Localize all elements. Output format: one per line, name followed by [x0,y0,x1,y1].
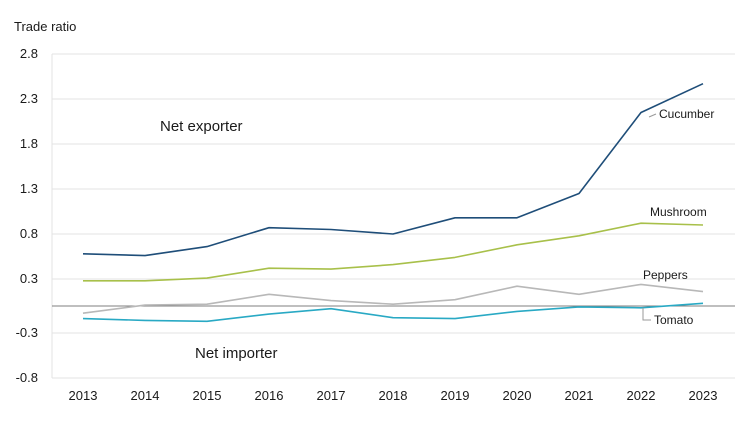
x-tick-label: 2014 [131,388,160,403]
x-tick-label: 2021 [565,388,594,403]
series-line-peppers [82,283,704,314]
series-line-tomato [82,302,704,323]
series-line-cucumber [82,82,704,257]
series-label-tomato: Tomato [654,313,694,327]
series-label-mushroom: Mushroom [650,205,707,219]
x-axis-ticks: 2013 2014 2015 2016 2017 2018 2019 2020 2021 2022… [69,388,718,403]
y-tick-label: 1.3 [20,181,38,196]
x-tick-label: 2023 [689,388,718,403]
x-tick-label: 2015 [193,388,222,403]
y-axis-ticks: 2.8 2.3 1.8 1.3 0.8 0.3 -0.3 -0.8 [16,46,38,385]
x-tick-label: 2020 [503,388,532,403]
label-leaders [642,113,657,321]
y-tick-label: 2.8 [20,46,38,61]
series-label-peppers: Peppers [643,268,688,282]
series-line-mushroom [83,222,704,282]
y-tick-label: 1.8 [20,136,38,151]
x-tick-label: 2019 [441,388,470,403]
x-tick-label: 2016 [255,388,284,403]
net-importer-label: Net importer [195,345,278,362]
gridlines [51,53,735,379]
series-lines [82,82,704,323]
leader-line-tomato [642,307,651,321]
x-tick-label: 2017 [317,388,346,403]
series-label-cucumber: Cucumber [659,107,714,121]
y-tick-label: 0.8 [20,226,38,241]
y-tick-label: 2.3 [20,91,38,106]
leader-line-cucumber [648,113,657,118]
y-tick-label: 0.3 [20,271,38,286]
x-tick-label: 2018 [379,388,408,403]
series-labels: Cucumber Mushroom Peppers Tomato [643,107,714,327]
net-exporter-label: Net exporter [160,118,243,135]
y-tick-label: -0.8 [16,370,38,385]
x-tick-label: 2022 [627,388,656,403]
x-tick-label: 2013 [69,388,98,403]
y-tick-label: -0.3 [16,325,38,340]
y-axis-label: Trade ratio [14,19,76,34]
